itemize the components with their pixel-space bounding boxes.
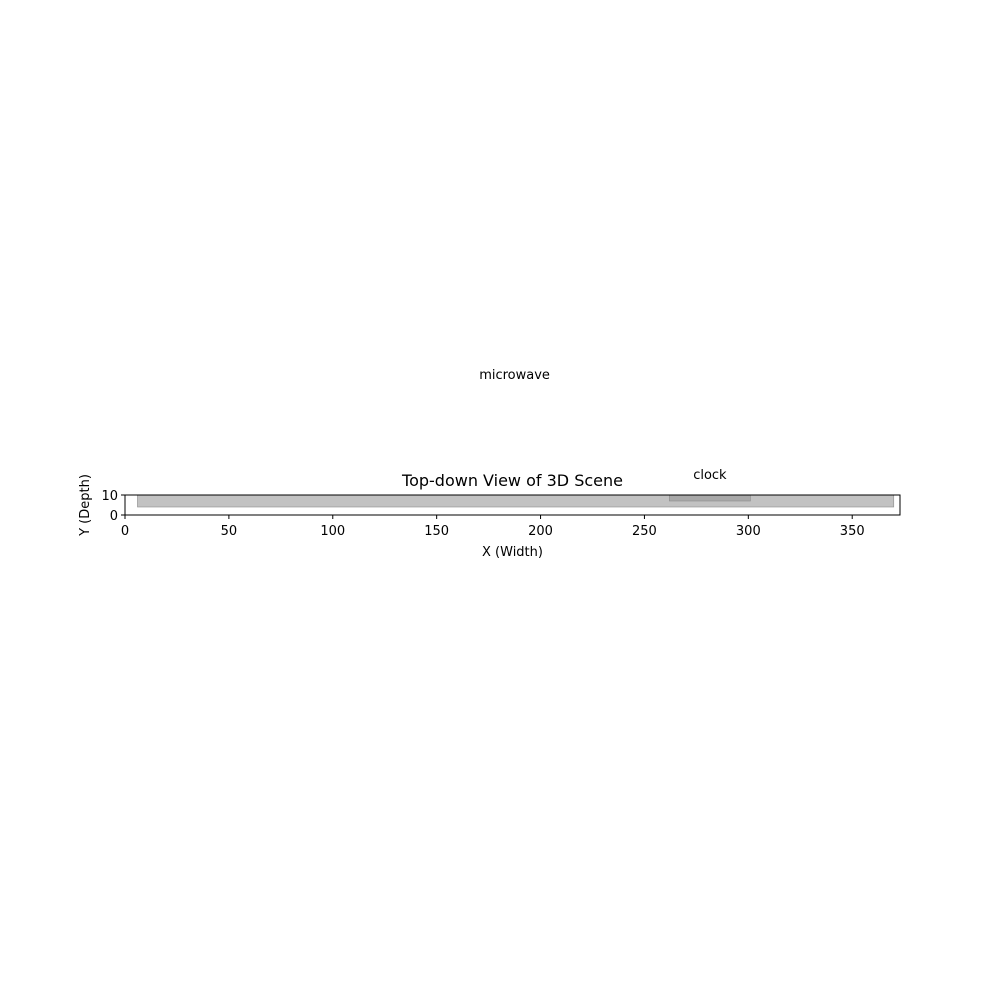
y-axis-label: Y (Depth) <box>78 474 93 537</box>
x-tick-label: 300 <box>736 524 761 539</box>
x-tick-label: 250 <box>632 524 657 539</box>
x-tick-label: 200 <box>528 524 553 539</box>
y-tick-label: 0 <box>110 509 118 524</box>
object-clock-footprint <box>669 494 751 502</box>
x-ticks: 0 50 100 150 200 250 300 350 <box>121 515 865 539</box>
object-microwave-label: microwave <box>479 368 550 383</box>
x-tick-label: 0 <box>121 524 129 539</box>
x-axis-label: X (Width) <box>482 545 543 560</box>
x-tick-label: 350 <box>840 524 865 539</box>
x-tick-label: 150 <box>424 524 449 539</box>
object-clock-label: clock <box>693 468 727 483</box>
object-microwave-footprint <box>137 494 895 508</box>
x-tick-label: 50 <box>221 524 238 539</box>
chart-title: Top-down View of 3D Scene <box>401 471 623 490</box>
objects-layer <box>137 494 895 508</box>
x-tick-label: 100 <box>320 524 345 539</box>
object-labels: microwave clock <box>479 368 727 483</box>
y-ticks: 010 <box>101 489 125 524</box>
plot-frame <box>124 494 901 516</box>
y-tick-label: 10 <box>101 489 118 504</box>
